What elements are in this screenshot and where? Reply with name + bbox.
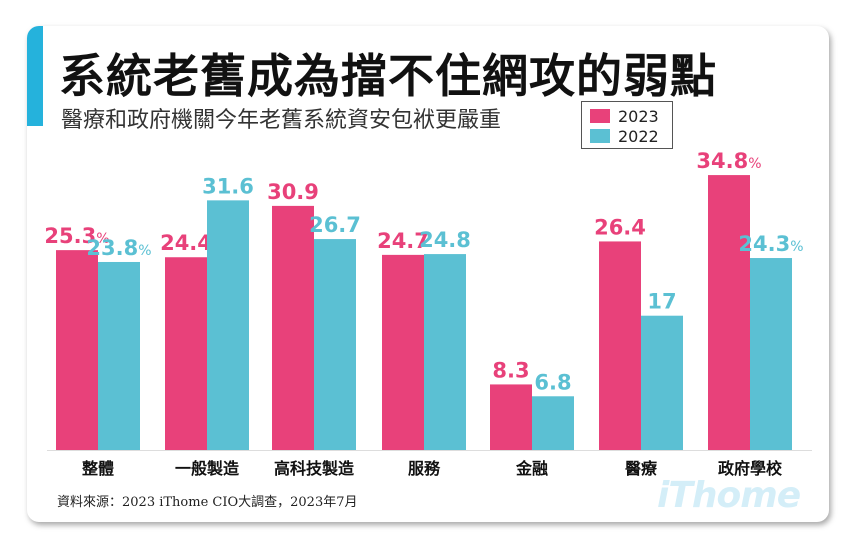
data-label-2023-4: 8.3 — [492, 358, 529, 382]
ithome-logo: iThome — [657, 475, 801, 516]
legend-swatch-2022 — [590, 129, 610, 143]
data-label-2023-6: 34.8% — [696, 149, 761, 173]
bar-2022-4 — [532, 396, 574, 450]
accent-bar — [27, 26, 43, 126]
data-label-2023-2: 30.9 — [267, 180, 319, 204]
bar-2023-1 — [165, 257, 207, 450]
legend-item-2022: 2022 — [590, 126, 672, 146]
bar-2022-5 — [641, 315, 683, 450]
bar-2023-3 — [382, 254, 424, 450]
bar-chart: 25.3%23.8%整體24.431.6一般製造30.926.7高科技製造24.… — [44, 149, 812, 478]
data-label-2023-1: 24.4 — [160, 231, 212, 255]
data-label-2022-4: 6.8 — [534, 370, 571, 394]
category-label-4: 金融 — [515, 459, 548, 478]
category-label-6: 政府學校 — [718, 459, 783, 478]
data-label-2022-2: 26.7 — [309, 213, 361, 237]
category-label-2: 高科技製造 — [274, 459, 355, 478]
bar-2022-3 — [424, 254, 466, 450]
bar-2023-2 — [272, 205, 314, 450]
bar-2023-0 — [56, 250, 98, 450]
pct-sign: % — [790, 239, 803, 255]
data-label-2022-5: 17 — [647, 290, 676, 314]
bar-2022-2 — [314, 239, 356, 450]
data-label-2022-3: 24.8 — [419, 228, 471, 252]
pct-sign: % — [748, 156, 761, 172]
category-label-5: 醫療 — [625, 459, 658, 478]
data-label-2023-5: 26.4 — [594, 215, 646, 239]
chart-card: 系統老舊成為擋不住網攻的弱點 醫療和政府機關今年老舊系統資安包袱更嚴重 2023… — [27, 26, 829, 522]
bar-2023-6 — [708, 175, 750, 450]
pct-sign: % — [138, 243, 151, 259]
bar-2023-5 — [599, 241, 641, 450]
data-label-2022-1: 31.6 — [202, 174, 254, 198]
bar-2022-1 — [207, 200, 249, 450]
legend-label-2022: 2022 — [618, 126, 659, 146]
data-label-2023-3: 24.7 — [377, 229, 429, 253]
bar-2022-6 — [750, 258, 792, 450]
chart-subtitle: 醫療和政府機關今年老舊系統資安包袱更嚴重 — [61, 108, 502, 133]
bar-2023-4 — [490, 384, 532, 450]
chart-title: 系統老舊成為擋不住網攻的弱點 — [59, 49, 717, 103]
data-label-2022-6: 24.3% — [738, 232, 803, 256]
pct-sign: % — [96, 231, 109, 247]
category-label-3: 服務 — [408, 459, 441, 478]
bar-2022-0 — [98, 261, 140, 450]
data-label-2022-0: 23.8% — [86, 236, 151, 260]
category-label-0: 整體 — [81, 459, 114, 478]
legend-swatch-2023 — [590, 109, 610, 123]
legend: 2023 2022 — [581, 101, 673, 149]
source-note: 資料來源：2023 iThome CIO大調查，2023年7月 — [57, 495, 358, 510]
category-label-1: 一般製造 — [175, 459, 240, 478]
legend-label-2023: 2023 — [618, 106, 659, 126]
legend-item-2023: 2023 — [590, 106, 672, 126]
